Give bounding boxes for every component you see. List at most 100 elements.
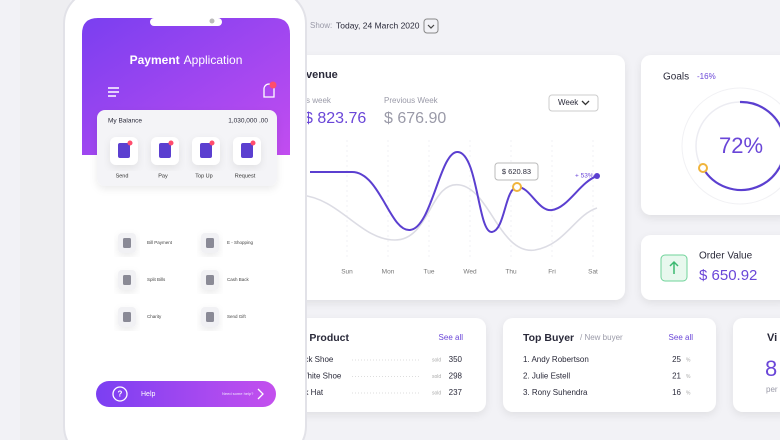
highlight-point: [512, 182, 522, 192]
menu-icon[interactable]: [108, 87, 119, 97]
action-accent: [127, 140, 133, 146]
product-rows: ack Shoe sold 350 White Shoe sold 298 nk Hat so…: [300, 355, 463, 397]
balance-amount: 1,030,000 .00: [228, 118, 268, 125]
goals-title: Goals: [663, 72, 689, 83]
buyer-name: 1. Andy Robertson: [523, 355, 589, 364]
sold-count: 237: [449, 388, 463, 397]
buyer-value: 25: [672, 355, 681, 364]
goals-ring-end: [698, 163, 708, 173]
day-label: Sun: [341, 269, 353, 276]
goals-change: -16%: [697, 72, 716, 81]
actions: Send Pay Top Up Request: [110, 137, 261, 179]
day-label: Wed: [463, 269, 477, 276]
app-title-light: Application: [184, 53, 243, 67]
action-icon: [118, 143, 130, 158]
menu-glyph: [123, 312, 131, 322]
order-card: [641, 235, 780, 300]
product-name: ack Shoe: [300, 355, 334, 364]
day-label: Mon: [382, 269, 395, 276]
day-label: Fri: [548, 269, 556, 276]
previous-line: [299, 184, 598, 251]
top-product-title: p Product: [300, 332, 350, 344]
date: Today, 24 March 2020: [336, 20, 420, 30]
period: Week: [558, 98, 579, 107]
menu-glyph: [123, 238, 131, 248]
day-label: Thu: [505, 269, 517, 276]
action-label: Pay: [158, 173, 168, 179]
action-icon: [241, 143, 253, 158]
buyer-name: 2. Julie Estell: [523, 372, 570, 381]
period-dropdown[interactable]: [548, 94, 599, 112]
day-label: Tue: [424, 269, 435, 276]
bell-badge: [269, 81, 277, 89]
chevron: [581, 100, 590, 106]
action-accent: [250, 140, 256, 146]
visitors-card: [733, 318, 780, 412]
revenue-card: [286, 55, 625, 300]
sold-count: 298: [449, 372, 463, 381]
menu-label: Send Gift: [227, 314, 247, 319]
sold-label: sold: [432, 374, 441, 380]
previous-week-label: Previous Week: [384, 96, 439, 105]
menu-label: E - Shopping: [227, 240, 254, 245]
tooltip: $ 620.83: [502, 167, 531, 176]
buyer-value: 21: [672, 372, 681, 381]
date-dropdown[interactable]: [423, 18, 439, 34]
buyer-unit: %: [686, 357, 691, 363]
see-all[interactable]: See all: [439, 333, 464, 342]
action-accent: [209, 140, 215, 146]
camera: [209, 18, 215, 24]
action-icon: [159, 143, 171, 158]
order-value: $ 650.92: [699, 267, 757, 284]
sold-label: sold: [432, 390, 441, 396]
buyer-unit: %: [686, 390, 691, 396]
buyer-rows: 1. Andy Robertson 25 % 2. Julie Estell 21 % 3.…: [523, 355, 691, 397]
top-buyer-card: [503, 318, 716, 412]
action-label: Send: [116, 173, 129, 179]
menu-glyph: [123, 275, 131, 285]
goals-percent: 72%: [719, 133, 763, 158]
sold-label: sold: [432, 357, 441, 363]
goals-ring-progress: [702, 100, 780, 192]
end-point: [594, 173, 600, 179]
tooltip-box: [494, 162, 539, 181]
action-icon: [200, 143, 212, 158]
chevron: [427, 24, 435, 29]
help-hint: Need some help?: [222, 391, 254, 396]
visitors-title: Vi: [767, 332, 777, 344]
action-label: Top Up: [195, 173, 212, 179]
help-bar[interactable]: [96, 381, 276, 407]
menu-glyph: [206, 275, 214, 285]
help-label: Help: [141, 391, 156, 398]
action-accent: [168, 140, 174, 146]
app-title-bold: Payment: [130, 53, 180, 67]
notch: [150, 18, 222, 26]
previous-week-value: $ 676.90: [384, 110, 446, 127]
balance-card: [97, 110, 277, 186]
current-line: [310, 150, 598, 233]
menu-label: Bill Payment: [147, 240, 173, 245]
balance-label: My Balance: [108, 118, 142, 125]
help-icon: [112, 386, 128, 402]
goals-ring-outer: [681, 87, 780, 205]
menu-glyph: [206, 238, 214, 248]
visitors-caption: per: [766, 385, 778, 394]
day-label: Sat: [588, 269, 598, 276]
menu-label: Charity: [147, 314, 162, 319]
visitors-value: 8: [765, 356, 777, 381]
menu-label: Cash Back: [227, 277, 250, 282]
menu-label: Split Bills: [147, 277, 166, 282]
buyer-value: 16: [672, 388, 681, 397]
action-label: Request: [235, 173, 256, 179]
app-title: Payment Application: [130, 53, 243, 67]
this-week-label: s week: [306, 96, 332, 105]
top-buyer-title: Top Buyer: [523, 332, 574, 344]
revenue-title: venue: [306, 69, 338, 81]
goals-card: [641, 55, 780, 215]
menu: Bill Payment E - Shopping Split Bills Cash …: [118, 233, 254, 327]
see-all[interactable]: See all: [669, 333, 694, 342]
day-grid: Sun Mon Tue Wed Thu Fri Sat: [341, 140, 598, 276]
